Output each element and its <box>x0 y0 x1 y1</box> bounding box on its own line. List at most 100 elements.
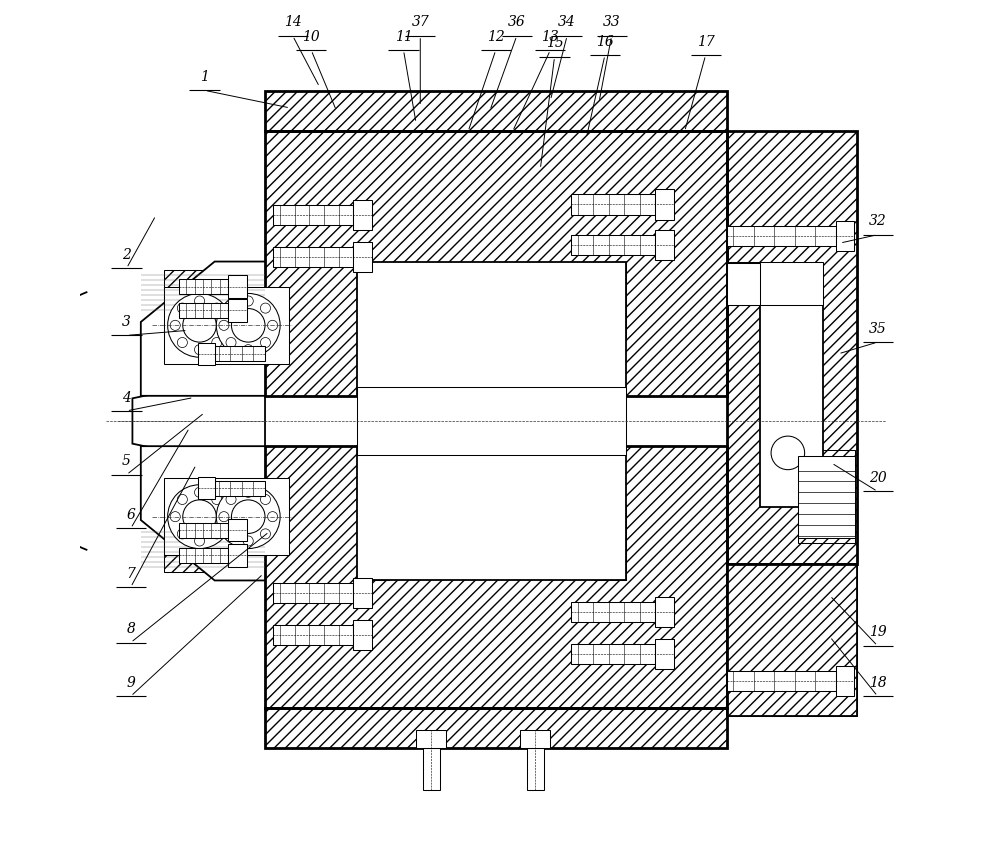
Bar <box>265 708 727 749</box>
Text: 1: 1 <box>200 70 209 84</box>
Bar <box>357 387 626 455</box>
Circle shape <box>243 296 253 306</box>
Bar <box>655 189 674 220</box>
Bar <box>836 221 854 252</box>
Text: 32: 32 <box>869 214 887 228</box>
Bar <box>655 597 674 627</box>
Text: 11: 11 <box>395 29 412 44</box>
Bar <box>265 91 727 131</box>
Bar <box>228 544 247 567</box>
Polygon shape <box>141 446 265 580</box>
Bar <box>357 262 626 396</box>
Bar <box>164 287 289 364</box>
Bar <box>228 275 247 298</box>
Bar <box>265 131 727 396</box>
Text: 3: 3 <box>122 315 131 329</box>
Circle shape <box>771 436 805 470</box>
Bar <box>179 523 228 538</box>
Circle shape <box>168 294 231 357</box>
Bar <box>265 446 727 708</box>
Circle shape <box>231 500 265 534</box>
Circle shape <box>177 494 187 504</box>
Bar <box>563 303 592 324</box>
Bar <box>265 131 727 396</box>
Bar <box>273 625 353 645</box>
Bar <box>179 280 228 294</box>
Bar <box>727 226 836 247</box>
Circle shape <box>243 344 253 354</box>
Bar <box>357 446 626 580</box>
Bar <box>273 248 353 268</box>
Bar <box>198 477 215 499</box>
Bar <box>416 730 446 749</box>
Circle shape <box>219 320 229 330</box>
Bar <box>265 708 727 749</box>
Bar <box>423 749 440 791</box>
Bar <box>228 519 247 541</box>
Text: 8: 8 <box>126 622 135 636</box>
Circle shape <box>195 488 205 498</box>
Text: 14: 14 <box>284 15 302 29</box>
Circle shape <box>231 308 265 342</box>
Bar <box>500 512 550 539</box>
Bar <box>798 530 855 543</box>
Polygon shape <box>132 370 265 472</box>
Text: 9: 9 <box>126 676 135 690</box>
Circle shape <box>212 338 222 348</box>
Bar <box>836 666 854 696</box>
Bar <box>500 303 550 333</box>
Circle shape <box>170 320 180 330</box>
Bar <box>353 200 372 231</box>
Bar <box>571 602 655 622</box>
Bar <box>265 446 727 708</box>
Circle shape <box>177 338 187 348</box>
Text: 16: 16 <box>596 35 614 49</box>
Circle shape <box>219 512 229 522</box>
Bar <box>727 671 836 691</box>
Bar <box>571 195 655 215</box>
Circle shape <box>212 494 222 504</box>
Bar <box>164 472 263 572</box>
Circle shape <box>260 529 270 539</box>
Text: 5: 5 <box>122 455 131 468</box>
Text: 13: 13 <box>541 29 559 44</box>
Bar <box>571 644 655 664</box>
Text: 15: 15 <box>546 36 563 51</box>
Bar <box>798 456 855 539</box>
Circle shape <box>260 494 270 504</box>
Bar <box>357 505 389 580</box>
Bar <box>655 230 674 260</box>
Circle shape <box>226 529 236 539</box>
Bar <box>527 749 544 791</box>
Circle shape <box>183 308 216 342</box>
Bar <box>164 270 263 370</box>
Circle shape <box>243 536 253 546</box>
Text: 12: 12 <box>487 29 505 44</box>
Text: 2: 2 <box>122 248 131 262</box>
Bar <box>727 131 857 563</box>
Bar <box>563 518 592 539</box>
Circle shape <box>216 294 280 357</box>
Bar <box>594 505 626 580</box>
Text: 4: 4 <box>122 391 131 404</box>
Bar <box>353 242 372 273</box>
Text: 17: 17 <box>697 35 714 49</box>
Bar <box>273 583 353 603</box>
Bar <box>357 262 389 337</box>
Circle shape <box>268 320 278 330</box>
Text: 36: 36 <box>508 15 526 29</box>
Circle shape <box>226 494 236 504</box>
Circle shape <box>195 536 205 546</box>
Text: 35: 35 <box>869 322 887 336</box>
Bar <box>215 481 265 496</box>
Circle shape <box>268 512 278 522</box>
Bar <box>727 264 760 305</box>
Bar <box>228 299 247 322</box>
Bar <box>727 563 857 717</box>
Circle shape <box>170 512 180 522</box>
Bar <box>198 343 215 365</box>
Circle shape <box>168 485 231 548</box>
Circle shape <box>260 303 270 313</box>
Bar <box>727 563 857 717</box>
Bar <box>441 512 492 539</box>
